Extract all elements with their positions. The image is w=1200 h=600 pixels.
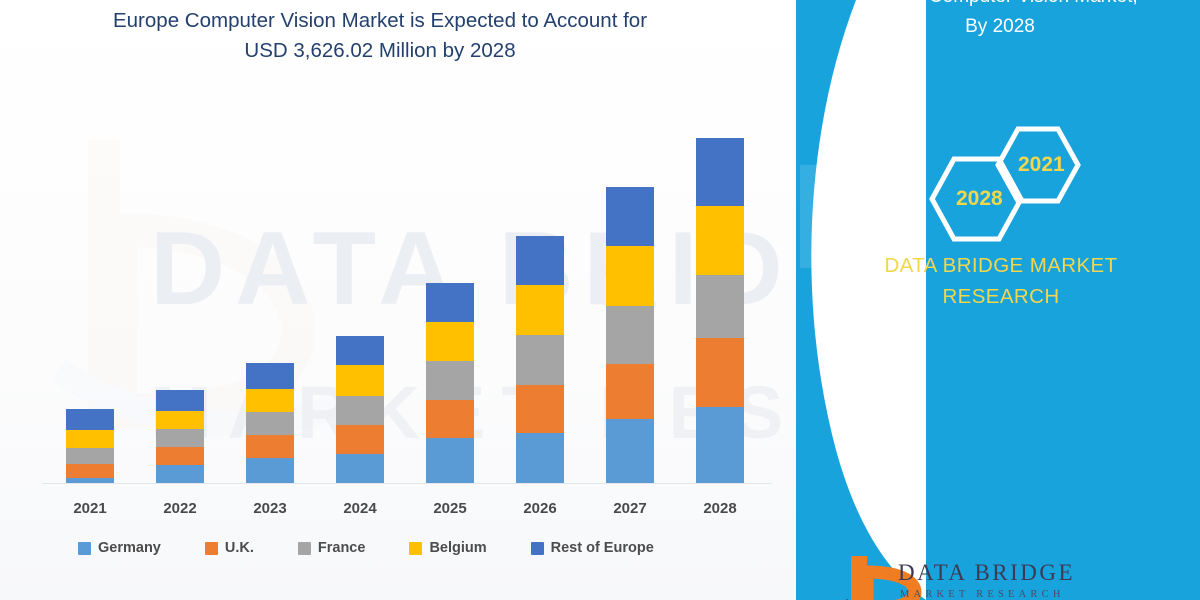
bar-segment-rest-of-europe-2023 [246,363,294,389]
x-axis-label-2023: 2023 [253,500,287,517]
bar-column-2021 [66,409,114,483]
legend-label: Germany [98,540,161,556]
legend-label: France [317,540,366,556]
stacked-bar-chart: 2021 2022 2023 2024 2025 2026 2027 2028 [42,138,772,517]
bar-segment-rest-of-europe-2026 [516,236,564,285]
bar-segment-belgium-2026 [516,285,564,335]
bar-segment-u-k--2025 [426,400,474,438]
bar-segment-u-k--2023 [246,435,294,458]
page-title-line2: USD 3,626.02 Million by 2028 [244,39,516,62]
bar-segment-u-k--2026 [516,385,564,433]
bar-segment-u-k--2027 [606,364,654,419]
bar-segment-france-2027 [606,306,654,364]
company-logo-name: DATA BRIDGE [898,560,1076,585]
hexagon-2028-shape [929,156,1024,242]
hexagon-2021-shape [995,126,1081,204]
brand-panel-title: Europe Computer Vision Market, By 2028 [830,0,1170,42]
bar-segment-rest-of-europe-2025 [426,283,474,322]
page-title: Europe Computer Vision Market is Expecte… [40,6,720,66]
legend-swatch-icon [204,541,218,555]
x-axis-label-2025: 2025 [433,500,467,517]
brand-name-line1: DATA BRIDGE MARKET [884,254,1118,277]
company-logo-tagline: MARKET RESEARCH [900,589,1065,600]
bar-segment-germany-2025 [426,438,474,483]
panel-curve-divider [811,0,926,600]
legend-swatch-icon [409,541,423,555]
x-axis-label-2026: 2026 [523,500,557,517]
legend-label: Belgium [429,540,487,556]
bar-segment-rest-of-europe-2022 [156,390,204,411]
hexagon-2028-label: 2028 [956,187,1003,210]
bar-segment-france-2021 [66,448,114,464]
bar-segment-u-k--2024 [336,425,384,454]
bar-segment-france-2026 [516,335,564,385]
bar-segment-belgium-2023 [246,389,294,412]
legend-swatch-icon [297,541,311,555]
bar-segment-germany-2024 [336,454,384,483]
bar-segment-u-k--2022 [156,447,204,465]
x-axis-label-2028: 2028 [703,500,737,517]
bar-segment-u-k--2028 [696,338,744,407]
bar-segment-belgium-2028 [696,206,744,275]
bar-segment-belgium-2027 [606,246,654,306]
legend-item-france[interactable]: France [297,540,366,556]
bar-segment-rest-of-europe-2027 [606,187,654,246]
x-axis-label-2024: 2024 [343,500,377,517]
legend-item-belgium[interactable]: Belgium [409,540,487,556]
bar-segment-belgium-2021 [66,430,114,448]
legend-swatch-icon [78,541,91,555]
page-title-line1: Europe Computer Vision Market is Expecte… [112,9,648,32]
bar-segment-germany-2021 [66,478,114,483]
brand-panel-title-line2: By 2028 [965,16,1035,37]
legend-item-u-k-[interactable]: U.K. [204,540,254,556]
bar-column-2028 [696,138,744,483]
brand-panel: R Europe Computer Vision Market, By 2028… [796,0,1200,600]
x-axis-label-2021: 2021 [73,500,107,517]
x-axis-label-2022: 2022 [163,500,197,517]
bar-segment-u-k--2021 [66,464,114,478]
hexagon-group: 2028 2021 [906,95,1146,255]
bar-segment-germany-2026 [516,433,564,483]
bar-segment-germany-2023 [246,458,294,483]
chart-legend: Germany U.K. France Belgium Rest of Europe [78,540,698,556]
bar-column-2023 [246,363,294,483]
brand-name: DATA BRIDGE MARKET RESEARCH [816,250,1186,312]
bar-column-2022 [156,390,204,483]
bar-column-2026 [516,236,564,483]
legend-item-germany[interactable]: Germany [78,540,161,556]
bar-column-2024 [336,336,384,483]
bar-column-2027 [606,187,654,483]
hexagon-2021-label: 2021 [1018,153,1065,176]
x-axis-label-2027: 2027 [613,500,647,517]
bar-segment-france-2023 [246,412,294,435]
bar-segment-belgium-2022 [156,411,204,429]
bar-segment-rest-of-europe-2024 [336,336,384,365]
chart-panel: DATA BRIDGE MARKET RESEARCH Europe Compu… [0,0,880,600]
bar-segment-france-2024 [336,396,384,425]
legend-swatch-icon [530,541,544,555]
legend-label: U.K. [224,540,254,556]
bar-column-2025 [426,283,474,483]
bar-segment-france-2028 [696,275,744,338]
brand-panel-title-line1: Europe Computer Vision Market, [830,0,1170,12]
hexagon-shapes [929,126,1081,242]
chart-baseline [42,483,772,484]
brand-watermark-letter: R [796,132,899,300]
legend-label: Rest of Europe [550,540,654,556]
bar-segment-belgium-2024 [336,365,384,396]
bar-segment-germany-2028 [696,407,744,483]
bar-segment-france-2022 [156,429,204,447]
bar-segment-belgium-2025 [426,322,474,361]
bar-segment-rest-of-europe-2028 [696,138,744,206]
brand-name-line2: RESEARCH [942,285,1060,308]
bar-segment-rest-of-europe-2021 [66,409,114,430]
legend-item-rest-of-europe[interactable]: Rest of Europe [530,540,654,556]
bar-segment-germany-2027 [606,419,654,483]
bar-segment-germany-2022 [156,465,204,483]
company-logo-mark [846,556,922,600]
bar-segment-france-2025 [426,361,474,400]
background-watermark-text: DATA BRIDGE [150,211,880,327]
